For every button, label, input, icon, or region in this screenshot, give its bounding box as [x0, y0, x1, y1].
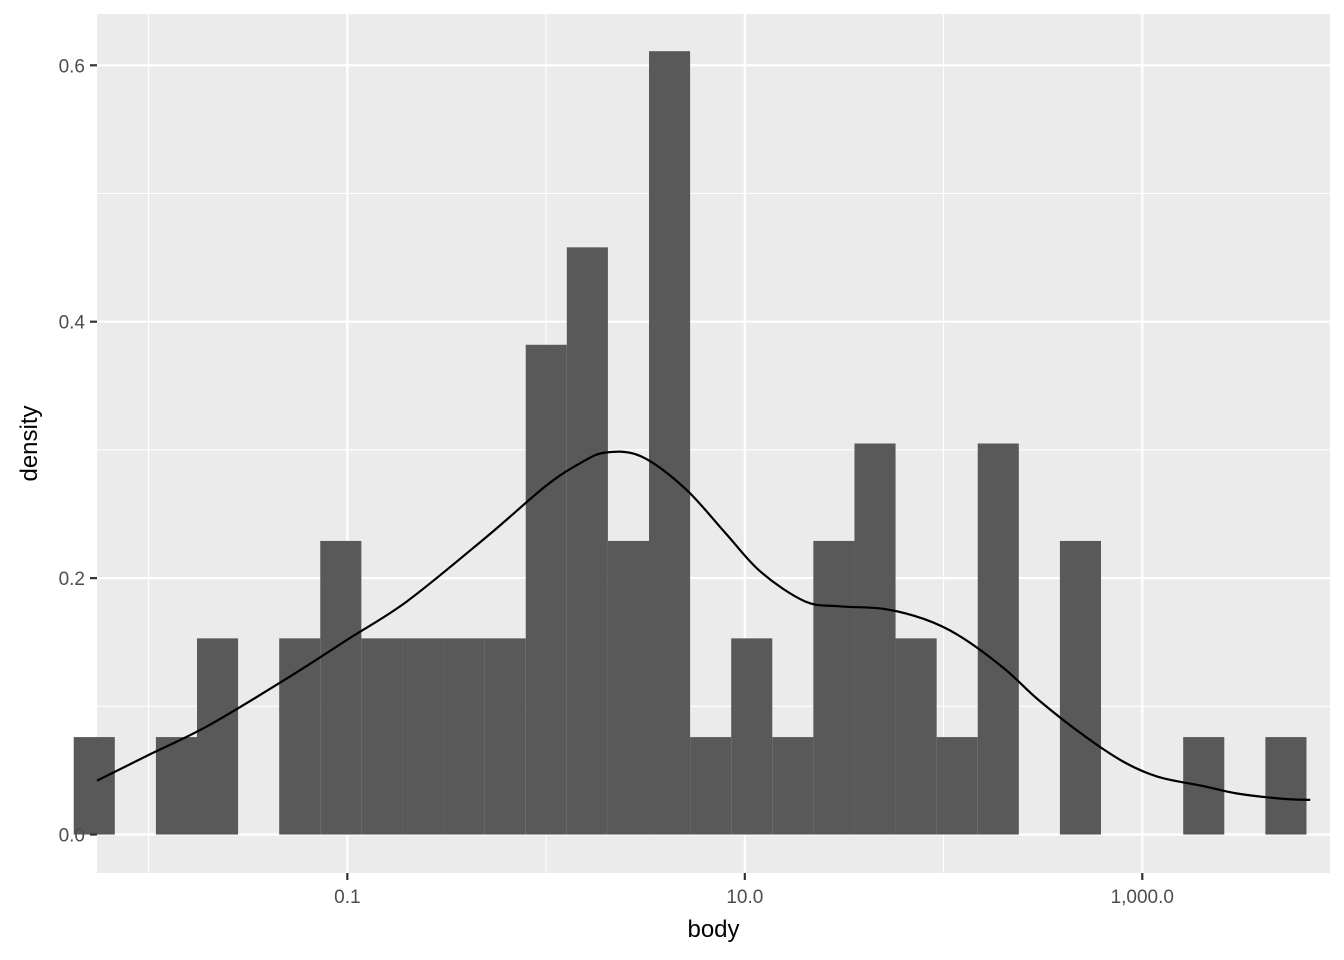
axis-ticks — [90, 64, 1144, 880]
histogram-bar — [525, 344, 567, 835]
y-axis-title: density — [16, 405, 43, 481]
histogram-bar — [731, 638, 773, 835]
histogram-bar — [73, 737, 115, 835]
y-tick-label: 0.4 — [59, 313, 86, 334]
histogram-bar — [977, 443, 1019, 835]
histogram-bar — [690, 737, 732, 835]
histogram-bar — [936, 737, 978, 835]
x-tick-label: 0.1 — [334, 887, 360, 908]
histogram-bar — [484, 638, 526, 835]
histogram-bar — [895, 638, 937, 835]
y-axis-tick-labels: 0.0 0.2 0.4 0.6 — [59, 56, 86, 846]
histogram-bar — [402, 638, 444, 835]
density-curve — [96, 450, 1311, 801]
histogram-bar — [566, 247, 608, 835]
y-tick-label: 0.6 — [59, 56, 85, 77]
x-tick-label: 1,000.0 — [1111, 887, 1174, 908]
histogram-bar — [854, 443, 896, 835]
histogram-bar — [196, 638, 239, 835]
y-tick-label: 0.2 — [59, 569, 85, 590]
y-tick-label: 0.0 — [59, 826, 85, 847]
x-tick-label: 10.0 — [726, 887, 763, 908]
histogram-bars — [73, 51, 1307, 835]
histogram-bar — [1059, 540, 1102, 835]
histogram-bar — [772, 737, 814, 835]
histogram-bar — [320, 540, 362, 835]
histogram-bar — [361, 638, 403, 835]
histogram-bar — [155, 737, 197, 835]
x-axis-title: body — [687, 916, 739, 943]
x-axis-tick-labels: 0.1 10.0 1,000.0 — [334, 887, 1174, 908]
histogram-bar — [279, 638, 321, 835]
histogram-bar — [1265, 737, 1307, 835]
histogram-bar — [443, 638, 485, 835]
histogram-bar — [607, 540, 650, 835]
histogram-bar — [813, 540, 855, 835]
histogram-bar — [649, 51, 691, 835]
